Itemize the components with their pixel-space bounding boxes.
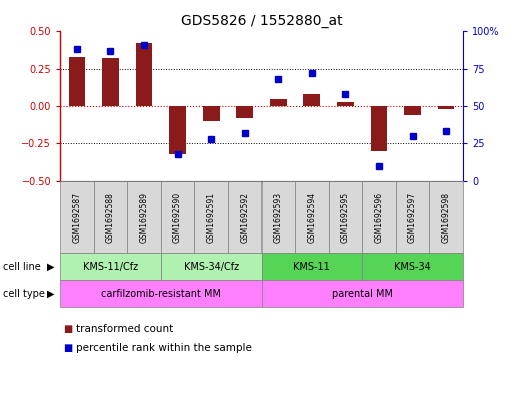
Text: GSM1692591: GSM1692591 [207, 192, 215, 242]
Text: KMS-34: KMS-34 [394, 262, 431, 272]
Bar [135, 43, 152, 106]
Text: KMS-11/Cfz: KMS-11/Cfz [83, 262, 138, 272]
Bar [236, 106, 253, 118]
Bar [69, 57, 85, 106]
Text: cell line: cell line [3, 262, 40, 272]
Text: GSM1692592: GSM1692592 [240, 192, 249, 242]
Text: transformed count: transformed count [76, 323, 173, 334]
Text: GDS5826 / 1552880_at: GDS5826 / 1552880_at [180, 14, 343, 28]
Text: carfilzomib-resistant MM: carfilzomib-resistant MM [101, 288, 221, 299]
Text: percentile rank within the sample: percentile rank within the sample [76, 343, 252, 353]
Text: parental MM: parental MM [332, 288, 393, 299]
Text: GSM1692598: GSM1692598 [441, 192, 451, 242]
Text: GSM1692589: GSM1692589 [140, 192, 149, 242]
Text: GSM1692588: GSM1692588 [106, 192, 115, 242]
Text: GSM1692594: GSM1692594 [308, 191, 316, 243]
Text: KMS-34/Cfz: KMS-34/Cfz [184, 262, 238, 272]
Text: ▶: ▶ [47, 288, 54, 299]
Text: ■: ■ [63, 323, 72, 334]
Text: ▶: ▶ [47, 262, 54, 272]
Text: GSM1692596: GSM1692596 [374, 191, 383, 243]
Text: KMS-11: KMS-11 [293, 262, 330, 272]
Text: ■: ■ [63, 343, 72, 353]
Bar [337, 102, 354, 106]
Bar [169, 106, 186, 154]
Text: GSM1692597: GSM1692597 [408, 191, 417, 243]
Bar [203, 106, 220, 121]
Text: GSM1692590: GSM1692590 [173, 191, 182, 243]
Text: cell type: cell type [3, 288, 44, 299]
Bar [102, 58, 119, 106]
Bar [404, 106, 421, 115]
Bar [303, 94, 320, 106]
Bar [438, 106, 454, 109]
Text: GSM1692595: GSM1692595 [341, 191, 350, 243]
Text: GSM1692593: GSM1692593 [274, 191, 283, 243]
Bar [371, 106, 388, 151]
Bar [270, 99, 287, 106]
Text: GSM1692587: GSM1692587 [72, 192, 82, 242]
